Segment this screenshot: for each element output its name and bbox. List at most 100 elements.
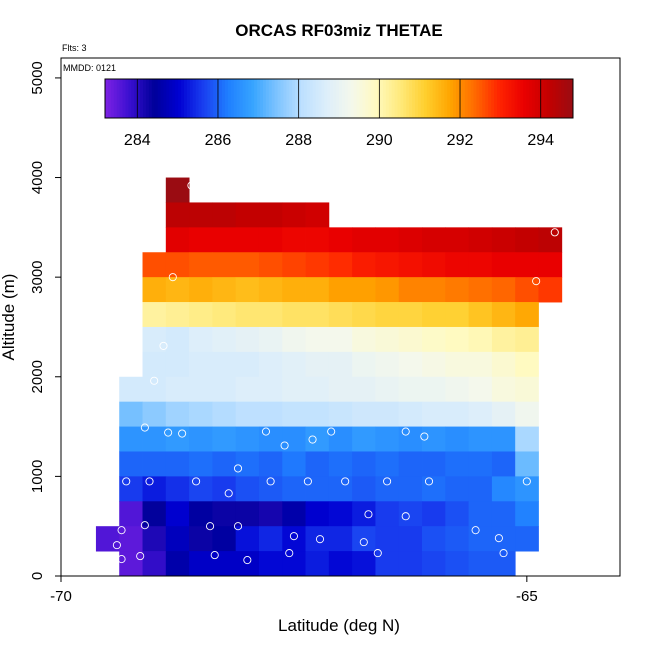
colorbar-swatch [558,79,562,118]
colorbar-swatch [157,79,162,118]
colorbar-swatch [456,79,460,118]
colorbar-swatch [534,79,539,118]
colorbar-swatch [415,79,419,118]
heatmap-cell [305,252,330,278]
colorbar-swatch [567,79,571,118]
heatmap-cell [538,277,563,303]
colorbar-swatch [417,79,422,118]
heatmap-cell [305,526,330,552]
colorbar-swatch [151,79,156,118]
colorbar-swatch [105,79,109,118]
observation-marker [308,435,317,444]
colorbar-swatch [488,79,492,118]
colorbar-swatch [423,79,428,118]
heatmap-cell [422,302,446,328]
heatmap-cell [491,426,516,452]
heatmap-cell [305,202,330,228]
colorbar-swatch [186,79,191,118]
heatmap-cell [189,376,213,403]
heatmap-cell [235,277,260,303]
heatmap-cell [445,351,470,378]
heatmap-cell [375,476,400,502]
heatmap-cell [305,551,330,577]
colorbar-swatch [298,79,302,118]
colorbar-swatch [122,79,126,118]
heatmap-cell [142,526,167,552]
heatmap-cell [165,351,190,378]
heatmap-cell [142,351,167,378]
heatmap-cell [305,451,330,477]
colorbar-swatch [458,79,463,118]
heatmap-cell [258,277,283,303]
heatmap-cell [189,451,213,477]
colorbar-swatch [195,79,200,118]
heatmap-cell [375,551,400,577]
heatmap-cell [352,227,376,253]
heatmap-cell [422,252,446,278]
x-axis: -70 -65 [50,576,538,605]
heatmap-cell [352,351,376,378]
observation-marker [401,512,410,521]
heatmap-cell [352,401,376,427]
heatmap-cell [398,401,423,427]
colorbar-swatch [532,79,536,118]
heatmap-cell [119,526,143,552]
heatmap-cell [328,451,353,477]
colorbar-swatch [540,79,545,118]
observation-marker [112,541,121,550]
heatmap-cell [189,202,213,228]
heatmap-cell [468,501,493,527]
colorbar-swatch [350,79,355,118]
heatmap-cell [515,351,539,378]
heatmap-cell [538,227,563,253]
observation-marker [168,273,177,282]
heatmap-cell [468,426,493,452]
heatmap-cell [422,277,446,303]
heatmap-cell [468,526,493,552]
colorbar-tick-label: 290 [366,132,393,149]
heatmap-cell [422,526,446,552]
colorbar-tick-label: 286 [205,132,232,149]
heatmap-cell [235,227,260,253]
observation-marker [401,427,410,436]
heatmap-cell [445,302,470,328]
colorbar-tick-label: 288 [285,132,312,149]
colorbar-swatch [409,79,413,118]
heatmap-cell [398,376,423,403]
heatmap-cell [189,277,213,303]
colorbar-swatch [271,79,276,118]
heatmap-cell [258,401,283,427]
colorbar-swatch [248,79,252,118]
heatmap-cell [235,376,260,403]
colorbar-swatch [265,79,270,118]
heatmap-cell [328,426,353,452]
colorbar-swatch [233,79,238,118]
y-tick-label: 3000 [29,260,46,293]
colorbar-swatch [107,79,112,118]
colorbar-swatch [295,79,299,118]
heatmap-cell [515,302,539,328]
heatmap-cell [282,551,306,577]
heatmap-cell [468,476,493,502]
heatmap-cell [398,302,423,328]
colorbar-swatch [447,79,451,118]
colorbar-swatch [347,79,352,118]
colorbar-swatch [491,79,495,118]
heatmap-cell [375,526,400,552]
observation-marker [532,277,541,286]
heatmap-cell [282,426,306,452]
heatmap-cell [305,426,330,452]
colorbar-swatch [356,79,360,118]
observation-marker [159,341,168,350]
colorbar-swatch [362,79,366,118]
observation-marker [261,427,271,436]
heatmap-cell [398,351,423,378]
colorbar-swatch [476,79,480,118]
observation-marker [145,477,154,486]
heatmap-cell [258,426,283,452]
heatmap-cell [515,476,539,502]
heatmap-cell [422,227,446,253]
colorbar-swatch [210,79,214,118]
observation-marker [383,477,392,486]
